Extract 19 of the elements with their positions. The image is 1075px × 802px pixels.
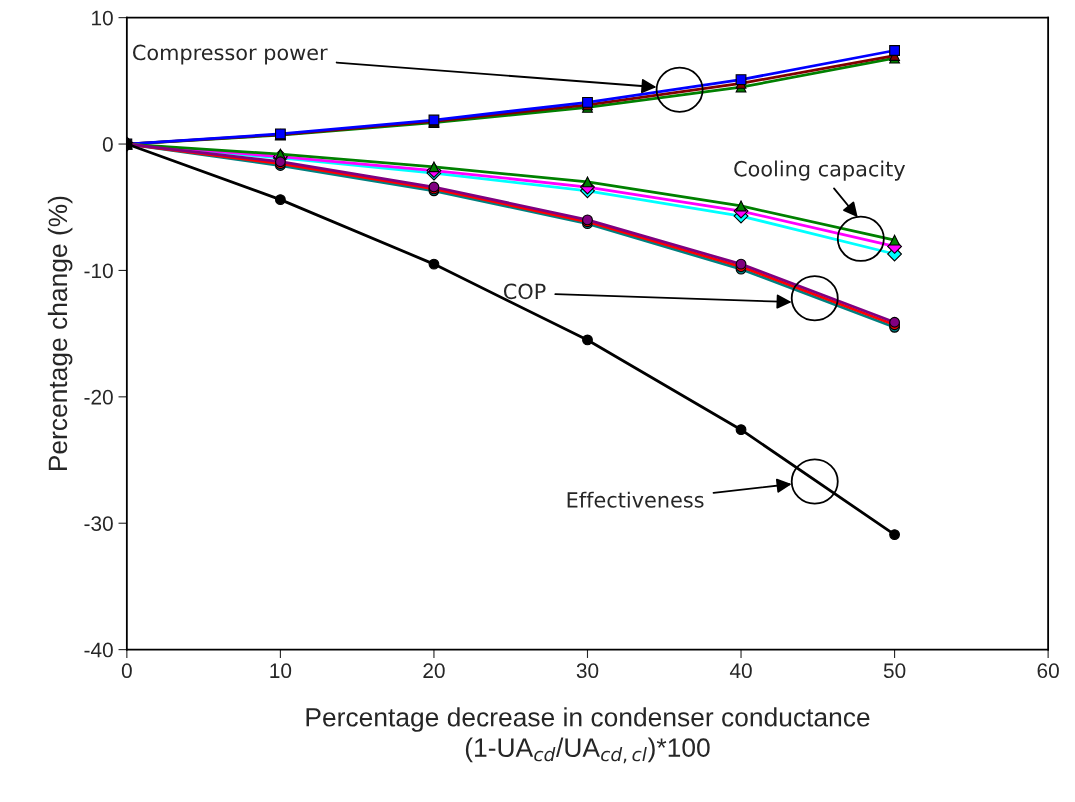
y-tick-label: -20 — [84, 389, 113, 405]
x-tick-label: 50 — [883, 663, 906, 679]
x-tick-label: 40 — [729, 663, 752, 679]
x-tick-label: 30 — [576, 663, 599, 679]
x-tick-label: 10 — [270, 663, 292, 679]
annotation: COP — [503, 283, 546, 300]
annotation: Compressor power — [133, 44, 328, 65]
x-tick-label: 0 — [121, 663, 132, 679]
x-axis-title: Percentage decrease in condenser conductance (1-UA$_{cd}$/UA$_{cd,cl}$)*100 — [306, 707, 870, 764]
annotation: Cooling capacity — [734, 160, 906, 181]
annotation: Effectiveness — [567, 491, 704, 508]
x-tick-label: 20 — [423, 663, 445, 679]
y-tick-label: -30 — [84, 516, 113, 531]
y-tick-label: 0 — [102, 137, 113, 152]
y-tick-label: -40 — [84, 642, 113, 658]
y-tick-label: -10 — [84, 263, 113, 279]
y-tick-label: 10 — [92, 10, 113, 26]
x-tick-label: 60 — [1037, 663, 1059, 679]
y-axis-title: Percentage change (%) — [47, 196, 73, 471]
